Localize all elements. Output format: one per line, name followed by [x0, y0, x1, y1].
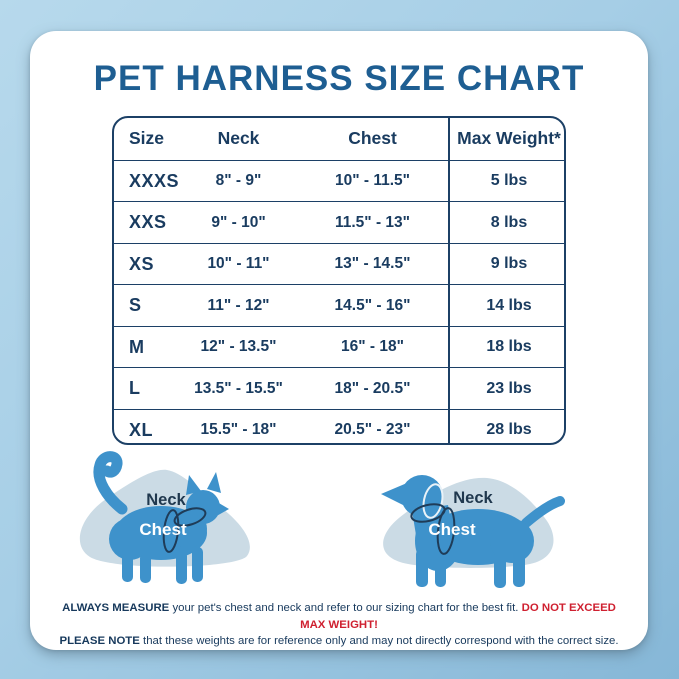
- footer-line-measure: ALWAYS MEASURE your pet's chest and neck…: [53, 600, 625, 633]
- dog-neck-label: Neck: [453, 489, 493, 507]
- header-size: Size: [129, 128, 165, 149]
- cat-measurement-lines: [162, 507, 207, 554]
- table-row: XS 10" - 11" 13" - 14.5" 9 lbs: [114, 242, 564, 285]
- size-chart-card: PET HARNESS SIZE CHART Size Neck Chest M…: [30, 31, 648, 650]
- cell-chest: 10" - 11.5": [297, 159, 449, 202]
- please-note-label: PLEASE NOTE: [59, 635, 140, 648]
- note-text: that these weights are for reference onl…: [139, 635, 619, 648]
- cat-neck-label: Neck: [146, 491, 186, 509]
- cell-chest: 14.5" - 16": [297, 284, 449, 327]
- cell-size: XS: [114, 242, 180, 285]
- cell-neck: 9" - 10": [180, 201, 297, 244]
- always-measure-label: ALWAYS MEASURE: [62, 602, 170, 615]
- cat-illustration: Neck Chest: [79, 451, 250, 585]
- table-header-row: Size Neck Chest Max Weight*: [114, 117, 564, 161]
- table-row: XXXS 8" - 9" 10" - 11.5" 5 lbs: [114, 159, 564, 202]
- dog-chest-label: Chest: [428, 520, 476, 539]
- cell-weight: 18 lbs: [448, 325, 564, 368]
- cat-silhouette: [93, 451, 229, 585]
- measurement-illustrations: Neck Chest: [30, 449, 648, 596]
- header-neck: Neck: [217, 128, 260, 149]
- footer-note: ALWAYS MEASURE your pet's chest and neck…: [53, 600, 625, 650]
- table-row: XL 15.5" - 18" 20.5" - 23" 28 lbs: [114, 408, 564, 444]
- cell-size: L: [114, 367, 180, 410]
- cat-chest-label: Chest: [139, 520, 187, 539]
- footer-line-note: PLEASE NOTE that these weights are for r…: [53, 633, 625, 650]
- cell-size: XL: [114, 408, 180, 444]
- cell-neck: 13.5" - 15.5": [180, 367, 297, 410]
- size-table: Size Neck Chest Max Weight* XXXS 8" - 9"…: [112, 115, 566, 446]
- measure-text: your pet's chest and neck and refer to o…: [169, 602, 522, 615]
- table-row: S 11" - 12" 14.5" - 16" 14 lbs: [114, 284, 564, 327]
- cell-weight: 14 lbs: [448, 284, 564, 327]
- cell-chest: 18" - 20.5": [297, 367, 449, 410]
- cell-size: XXS: [114, 201, 180, 244]
- table-row: XXS 9" - 10" 11.5" - 13" 8 lbs: [114, 201, 564, 244]
- cell-chest: 13" - 14.5": [297, 242, 449, 285]
- table-row: M 12" - 13.5" 16" - 18" 18 lbs: [114, 325, 564, 368]
- dog-illustration: Neck Chest: [381, 475, 565, 589]
- cell-neck: 8" - 9": [180, 159, 297, 202]
- cell-chest: 16" - 18": [297, 325, 449, 368]
- cell-neck: 10" - 11": [180, 242, 297, 285]
- header-chest: Chest: [348, 128, 397, 149]
- header-max-weight: Max Weight*: [448, 117, 564, 161]
- cell-neck: 11" - 12": [180, 284, 297, 327]
- cell-size: M: [114, 325, 180, 368]
- max-weight-warning: DO NOT EXCEED MAX WEIGHT!: [300, 602, 616, 631]
- cell-size: XXXS: [114, 159, 180, 202]
- cell-neck: 15.5" - 18": [180, 408, 297, 444]
- cell-weight: 23 lbs: [448, 367, 564, 410]
- cell-weight: 8 lbs: [448, 201, 564, 244]
- cell-weight: 28 lbs: [448, 408, 564, 444]
- cell-weight: 5 lbs: [448, 159, 564, 202]
- table-row: L 13.5" - 15.5" 18" - 20.5" 23 lbs: [114, 367, 564, 410]
- cell-size: S: [114, 284, 180, 327]
- cell-neck: 12" - 13.5": [180, 325, 297, 368]
- page-title: PET HARNESS SIZE CHART: [93, 59, 585, 98]
- cell-chest: 20.5" - 23": [297, 408, 449, 444]
- dog-measurement-lines: [410, 503, 456, 556]
- cell-chest: 11.5" - 13": [297, 201, 449, 244]
- dog-silhouette: [381, 475, 565, 589]
- cell-weight: 9 lbs: [448, 242, 564, 285]
